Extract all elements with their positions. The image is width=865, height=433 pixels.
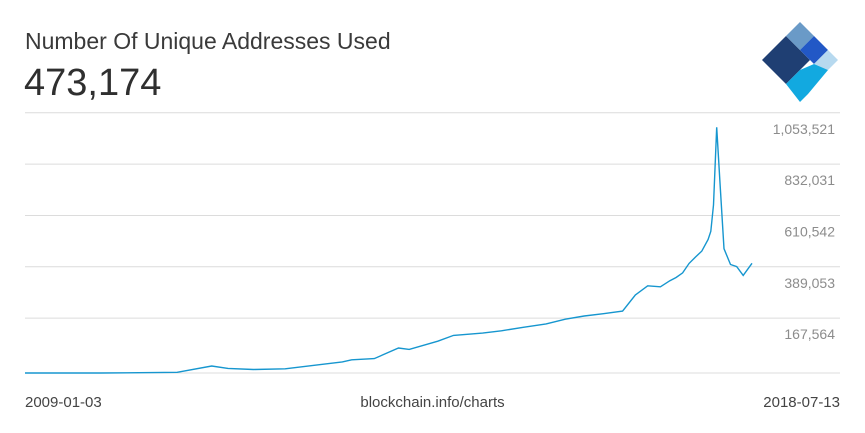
current-value: 473,174 xyxy=(24,62,162,104)
y-tick-label-2: 610,542 xyxy=(784,223,835,239)
y-tick-labels: 167,564 389,053 610,542 832,031 1,053,521 xyxy=(773,121,836,342)
source-label: blockchain.info/charts xyxy=(360,394,505,411)
logo-bottom-tile xyxy=(786,64,828,102)
y-tick-label-3: 832,031 xyxy=(784,172,835,188)
y-tick-label-4: 1,053,521 xyxy=(773,121,835,137)
series-line-unique-addresses xyxy=(25,127,753,374)
chart-title: Number Of Unique Addresses Used xyxy=(25,28,391,54)
logo-far-right-tile xyxy=(814,50,838,70)
y-tick-label-0: 167,564 xyxy=(784,326,835,342)
y-tick-label-1: 389,053 xyxy=(784,275,835,291)
x-axis-end-date: 2018-07-13 xyxy=(763,394,840,411)
x-axis-start-date: 2009-01-03 xyxy=(25,394,102,411)
blockchain-diamond-logo-icon xyxy=(762,22,838,102)
